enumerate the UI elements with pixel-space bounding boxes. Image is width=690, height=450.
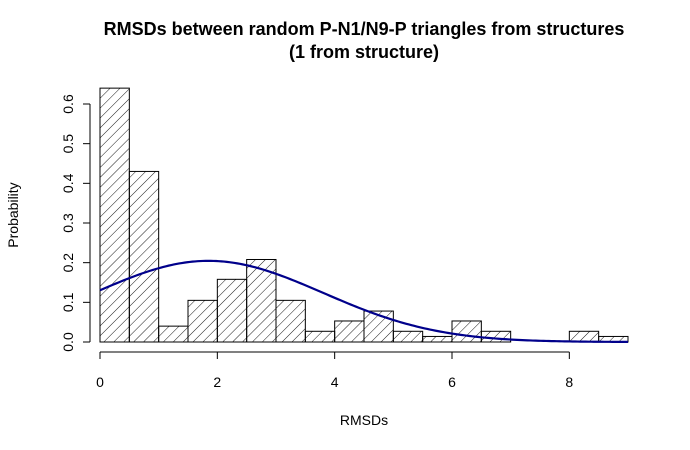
histogram-bar-2 [158,325,189,343]
y-axis-label: Probability [5,182,21,247]
histogram-bar-12 [451,320,482,343]
histogram-bar-0 [99,87,130,343]
y-tick-label-5: 0.5 [60,134,76,154]
histogram-bar-4 [216,278,248,343]
x-axis: 0 2 4 6 8 [96,351,573,390]
x-tick-label-1: 2 [213,374,221,390]
density-curve [99,259,629,343]
histogram-bar-8 [334,320,365,343]
chart-title-line1: RMSDs between random P-N1/N9-P triangles… [104,19,625,39]
x-tick-label-0: 0 [96,374,104,390]
x-axis-label: RMSDs [340,412,388,428]
y-axis: 0.0 0.1 0.2 0.3 0.4 0.5 0.6 [60,94,91,352]
bars-group [99,87,629,343]
histogram-bar-7 [304,330,336,343]
histogram-bar-11 [422,335,453,343]
y-tick-label-3: 0.3 [60,213,76,233]
x-tick-label-2: 4 [331,374,339,390]
y-tick-label-6: 0.6 [60,94,76,114]
histogram-bar-3 [187,299,218,343]
x-tick-label-3: 6 [448,374,456,390]
histogram-bar-16 [568,330,600,343]
y-tick-label-1: 0.1 [60,292,76,312]
histogram-bar-10 [392,330,424,343]
y-tick-label-2: 0.2 [60,253,76,273]
chart-title-line2: (1 from structure) [289,42,439,62]
y-tick-label-4: 0.4 [60,173,76,193]
y-tick-label-0: 0.0 [60,332,76,352]
histogram-bar-6 [275,299,306,343]
histogram-bar-1 [128,170,160,343]
x-tick-label-4: 8 [565,374,573,390]
